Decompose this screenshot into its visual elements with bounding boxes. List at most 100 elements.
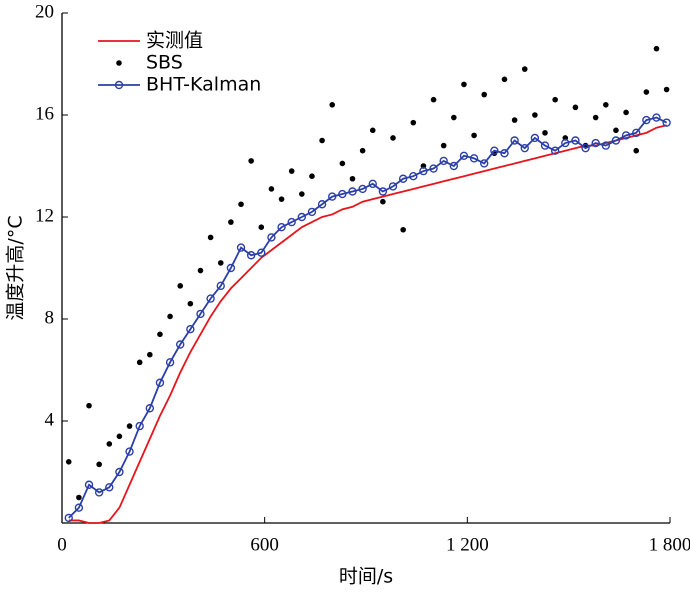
point	[430, 96, 437, 103]
point	[196, 309, 205, 319]
point	[410, 119, 417, 126]
point	[663, 86, 670, 93]
point	[339, 160, 346, 167]
y-tick-label: 4	[45, 409, 55, 430]
point	[623, 109, 629, 116]
point	[238, 201, 244, 208]
point	[165, 358, 175, 367]
point	[207, 234, 214, 241]
point	[440, 142, 447, 149]
point	[591, 138, 600, 148]
point	[287, 217, 296, 227]
point	[186, 325, 195, 334]
point	[86, 402, 92, 409]
point	[65, 459, 72, 465]
point	[530, 133, 540, 143]
point	[459, 151, 469, 161]
point	[105, 483, 114, 492]
legend-label: SBS	[146, 52, 183, 74]
point	[471, 132, 477, 139]
point	[419, 166, 428, 176]
point	[257, 248, 266, 257]
point	[643, 89, 650, 95]
point	[561, 138, 570, 148]
point	[501, 76, 508, 83]
series-line	[68, 124, 667, 524]
point	[206, 294, 215, 303]
point	[521, 66, 528, 72]
point	[653, 45, 660, 52]
point	[236, 243, 246, 252]
point	[125, 447, 134, 456]
y-axis-label: 温度升高/°C	[5, 215, 27, 320]
point	[510, 136, 519, 145]
point	[349, 175, 356, 182]
point	[297, 212, 307, 222]
point	[307, 207, 317, 217]
x-tick-label: 600	[250, 534, 279, 555]
x-tick-label: 1 200	[446, 534, 489, 555]
point	[359, 147, 366, 154]
point	[469, 154, 479, 163]
point	[277, 222, 286, 232]
point	[652, 113, 661, 122]
point	[378, 187, 388, 196]
y-tick-label: 8	[45, 307, 55, 328]
point	[177, 283, 184, 289]
point	[116, 433, 123, 440]
point	[135, 421, 144, 431]
point	[288, 168, 295, 174]
point	[552, 96, 558, 103]
point	[358, 184, 367, 194]
point	[84, 480, 94, 489]
point	[390, 135, 396, 141]
point	[490, 146, 499, 155]
y-tick-label: 16	[35, 103, 54, 124]
point	[74, 503, 84, 512]
point	[258, 224, 265, 230]
series-line	[68, 116, 668, 519]
point	[480, 159, 489, 168]
point	[197, 267, 204, 274]
point	[319, 137, 325, 144]
point	[369, 127, 376, 134]
point	[94, 488, 104, 497]
point	[603, 102, 609, 108]
x-axis-label: 时间/s	[339, 566, 393, 588]
x-tick-label: 0	[57, 534, 67, 555]
point	[400, 226, 406, 233]
point	[592, 114, 599, 121]
point	[532, 112, 538, 118]
point	[278, 196, 285, 202]
point	[449, 161, 459, 171]
point	[76, 494, 82, 501]
point	[520, 143, 529, 153]
point	[338, 189, 347, 199]
point	[368, 179, 377, 189]
point	[621, 131, 631, 140]
legend-label: BHT-Kalman	[146, 74, 261, 96]
point	[398, 174, 408, 183]
legend-marker	[114, 80, 124, 90]
point	[317, 200, 327, 209]
point	[388, 182, 398, 191]
point	[613, 127, 619, 134]
point	[64, 513, 73, 523]
point	[299, 191, 305, 197]
point	[96, 461, 102, 468]
point	[550, 146, 560, 155]
point	[157, 331, 163, 338]
y-tick-label: 12	[35, 205, 54, 226]
y-tick-label: 20	[35, 1, 54, 22]
point	[642, 115, 651, 125]
point	[115, 467, 124, 477]
point	[228, 219, 234, 225]
point	[226, 263, 236, 273]
point	[581, 143, 590, 153]
point	[481, 91, 488, 98]
point	[268, 186, 275, 192]
point	[328, 192, 337, 201]
point	[439, 156, 448, 166]
point	[571, 136, 580, 145]
